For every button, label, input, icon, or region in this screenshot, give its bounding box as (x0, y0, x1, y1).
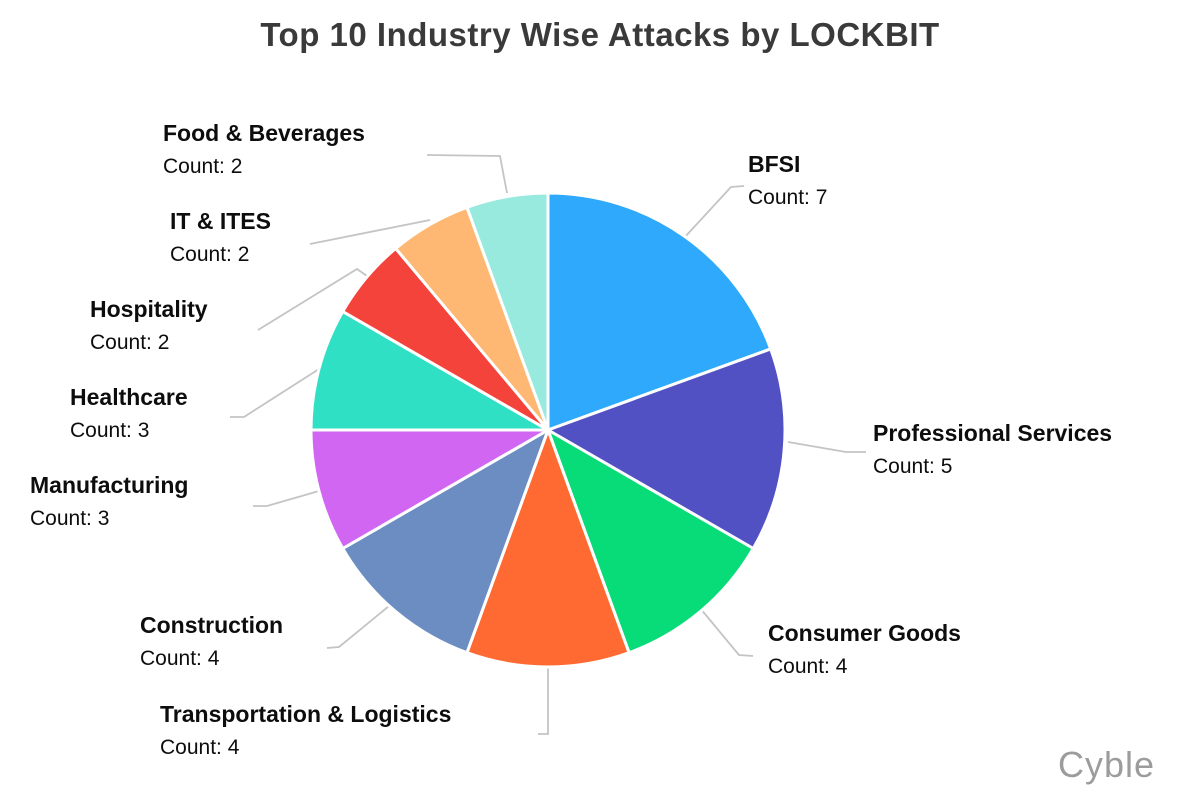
pie-slices-group (309, 191, 787, 669)
slice-count: Count: 7 (748, 186, 828, 209)
label-transportation-logistics: Transportation & Logistics Count: 4 (160, 700, 451, 760)
leader-line-healthcare (230, 368, 320, 418)
leader-line-professional-services (787, 441, 866, 453)
label-healthcare: Healthcare Count: 3 (70, 383, 188, 443)
pie-slice-food-beverages (465, 191, 550, 432)
label-bfsi: BFSI Count: 7 (748, 150, 827, 210)
slice-label-title: Manufacturing (30, 472, 189, 498)
slice-count: Count: 4 (160, 736, 240, 759)
slice-count: Count: 2 (90, 331, 170, 354)
leader-line-it-ites (309, 219, 431, 245)
label-consumer-goods: Consumer Goods Count: 4 (768, 619, 961, 679)
slice-count: Count: 2 (163, 155, 243, 178)
pie-slice-bfsi (546, 191, 773, 432)
leader-lines (230, 154, 866, 735)
pie-slice-manufacturing (309, 428, 550, 550)
pie-slice-construction (341, 428, 550, 655)
slice-count: Count: 4 (768, 655, 848, 678)
slice-label-title: Healthcare (70, 384, 188, 410)
label-manufacturing: Manufacturing Count: 3 (30, 471, 188, 531)
slice-label-title: Construction (140, 612, 284, 638)
leader-line-hospitality (257, 267, 368, 331)
slice-count: Count: 5 (873, 455, 953, 478)
label-food-beverages: Food & Beverages Count: 2 (163, 119, 365, 179)
label-construction: Construction Count: 4 (140, 611, 283, 671)
slice-label-title: IT & ITES (170, 208, 271, 234)
leader-line-construction (326, 605, 390, 649)
slice-label-title: Hospitality (90, 296, 208, 322)
slice-label-title: BFSI (748, 151, 801, 177)
slice-count: Count: 3 (30, 507, 110, 530)
leader-line-transportation-logistics (538, 665, 549, 735)
slice-count: Count: 2 (170, 243, 250, 266)
leader-line-bfsi (683, 185, 745, 239)
cyble-watermark: Cyble (1058, 744, 1156, 785)
slice-label-title: Consumer Goods (768, 620, 961, 646)
leader-line-manufacturing (253, 490, 320, 507)
slice-label-title: Professional Services (873, 420, 1113, 446)
slice-label-title: Transportation & Logistics (160, 701, 452, 727)
slice-count: Count: 4 (140, 647, 220, 670)
label-professional-services: Professional Services Count: 5 (873, 419, 1112, 479)
pie-slice-consumer-goods (546, 428, 755, 655)
pie-slice-healthcare (309, 310, 550, 432)
label-it-ites: IT & ITES Count: 2 (170, 207, 271, 267)
leader-line-consumer-goods (699, 607, 754, 657)
label-hospitality: Hospitality Count: 2 (90, 295, 208, 355)
slice-count: Count: 3 (70, 419, 150, 442)
chart-title: Top 10 Industry Wise Attacks by LOCKBIT (260, 16, 940, 53)
slice-label-title: Food & Beverages (163, 120, 365, 146)
leader-line-food-beverages (426, 154, 508, 194)
pie-slice-transportation-logistics (465, 428, 631, 669)
pie-slice-professional-services (546, 347, 787, 550)
